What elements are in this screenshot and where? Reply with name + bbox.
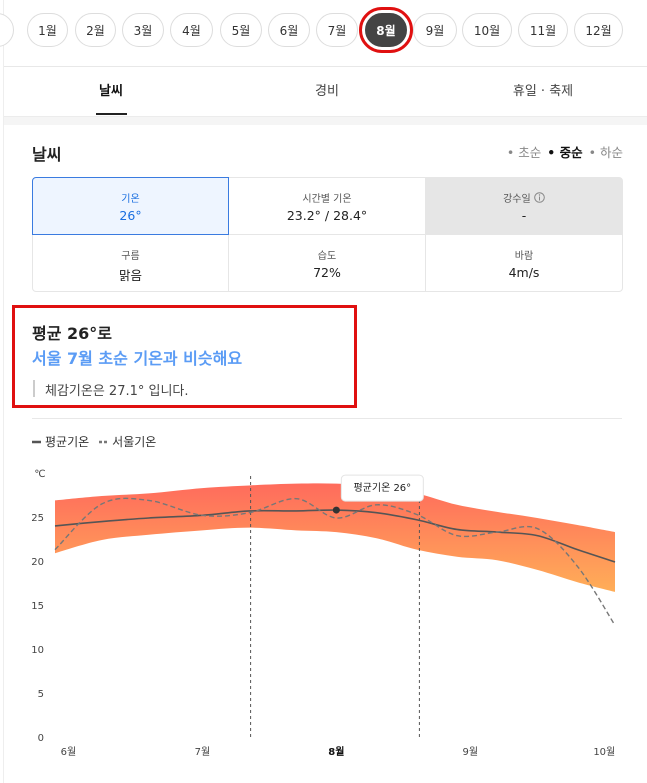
y-tick-label: 10 xyxy=(31,645,44,656)
y-tick-label: 15 xyxy=(31,601,44,612)
y-tick-label: 5 xyxy=(38,689,44,700)
legend: 평균기온 서울기온 xyxy=(32,433,156,450)
temperature-band xyxy=(55,483,615,592)
tab[interactable]: 휴일 · 축제 xyxy=(512,84,574,99)
stat-label: 구름 xyxy=(121,251,140,262)
legend-label: 평균기온 xyxy=(45,435,90,449)
period[interactable]: 초순 xyxy=(507,145,541,160)
month-pill[interactable]: 12월 xyxy=(574,13,623,47)
series-line xyxy=(54,509,616,563)
tooltip-point xyxy=(332,506,340,514)
month-pill[interactable]: 간 xyxy=(0,13,14,47)
stat-value: 맑음 xyxy=(118,268,142,283)
tooltip-text: 평균기온 26° xyxy=(353,482,411,494)
stat-value: 4m/s xyxy=(508,265,540,280)
legend-item: 평균기온 xyxy=(32,433,89,450)
period[interactable]: 중순 xyxy=(547,145,582,160)
legend-swatch xyxy=(99,440,109,443)
x-tick-label: 10월 xyxy=(593,746,615,758)
stat-label: 시간별 기온 xyxy=(302,194,352,205)
stat-cell: 강수일 - xyxy=(425,177,623,235)
stat-value: - xyxy=(521,208,527,223)
y-tick-label: 20 xyxy=(31,557,44,568)
tab[interactable]: 경비 xyxy=(315,84,339,99)
section-gap xyxy=(4,116,647,125)
summary-feels-like: 체감기온은 27.1° 입니다. xyxy=(45,384,189,399)
tab[interactable]: 날씨 xyxy=(99,84,123,99)
y-tick-label: 0 xyxy=(38,733,44,744)
stat-cell: 기온 26° xyxy=(32,177,229,235)
y-axis-label: ℃ xyxy=(34,469,45,480)
x-tick-label: 8월 xyxy=(328,746,344,758)
legend-item: 서울기온 xyxy=(99,433,156,450)
x-tick-label: 6월 xyxy=(61,746,77,758)
series-line xyxy=(54,497,616,626)
stat-value: 26° xyxy=(119,208,142,223)
summary-headline: 평균 26°로 xyxy=(32,324,112,343)
month-pill[interactable]: 9월 xyxy=(413,13,457,47)
x-tick-label: 9월 xyxy=(463,746,479,758)
chart: ℃ 0 5 10 15 20 25 6월 7월 8월 9월 10월 평균기온 26° xyxy=(31,469,616,758)
period[interactable]: 하순 xyxy=(589,145,623,160)
stat-label: 기온 xyxy=(121,194,140,205)
tooltip-box xyxy=(340,474,424,502)
month-pill[interactable]: 4월 xyxy=(170,13,213,47)
stat-cell: 시간별 기온 23.2° / 28.4° xyxy=(228,177,426,235)
section-title: 날씨 xyxy=(32,145,62,164)
month-pill[interactable]: 11월 xyxy=(518,13,568,47)
info-icon[interactable] xyxy=(534,192,545,203)
left-edge xyxy=(3,0,4,783)
period-selector: 초순 중순 하순 xyxy=(501,142,623,161)
month-pill[interactable]: 1월 xyxy=(27,13,68,47)
summary-highlight xyxy=(12,305,357,408)
divider xyxy=(32,418,622,419)
stat-value: 23.2° / 28.4° xyxy=(286,208,368,223)
quote-bar xyxy=(33,380,35,397)
stat-label: 강수일 xyxy=(503,194,531,205)
month-pill[interactable]: 2월 xyxy=(75,13,116,47)
month-pill[interactable]: 5월 xyxy=(220,13,262,47)
month-pill[interactable]: 6월 xyxy=(268,13,310,47)
month-pill[interactable]: 10월 xyxy=(462,13,512,47)
stat-cell: 구름 맑음 xyxy=(32,234,229,292)
stat-label: 습도 xyxy=(317,251,337,262)
stat-label-row: 강수일 xyxy=(426,190,622,205)
summary-comparison: 서울 7월 초순 기온과 비슷해요 xyxy=(32,349,243,368)
month-pill[interactable]: 3월 xyxy=(122,13,164,47)
month-pill[interactable]: 7월 xyxy=(316,13,358,47)
x-tick-label: 7월 xyxy=(195,746,211,758)
legend-label: 서울기온 xyxy=(112,435,157,449)
legend-swatch xyxy=(32,440,41,443)
stat-cell: 바람 4m/s xyxy=(425,234,623,292)
stat-cell: 습도 72% xyxy=(228,234,426,292)
month-pill[interactable]: 8월 xyxy=(359,7,413,53)
divider xyxy=(4,66,647,67)
stat-value: 72% xyxy=(313,265,341,280)
y-tick-label: 25 xyxy=(31,513,44,524)
tab-underline xyxy=(96,113,127,115)
stat-label: 바람 xyxy=(514,251,534,262)
